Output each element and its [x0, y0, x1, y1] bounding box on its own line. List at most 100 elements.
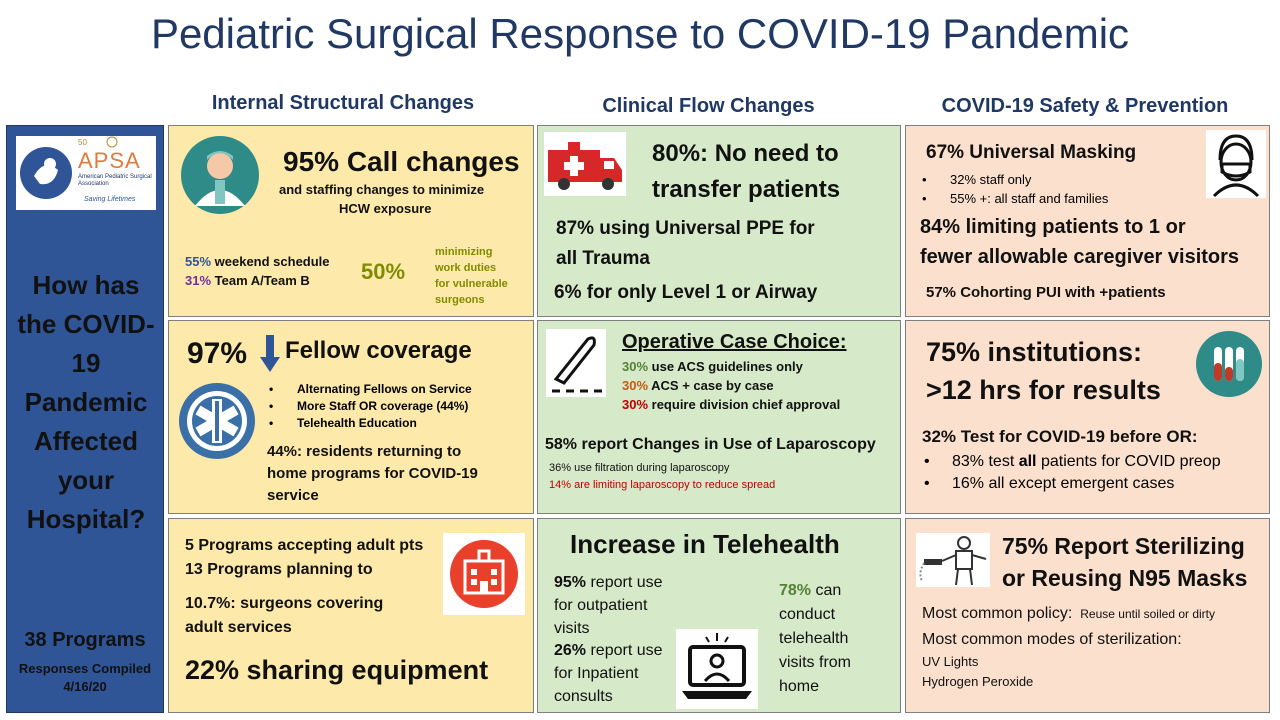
testing-bullet-1: 83% test all patients for COVID preop: [924, 451, 1221, 473]
sterilization-modes: Most common modes of sterilization:: [922, 631, 1182, 648]
testing-bullet-1-post: patients for COVID preop: [1036, 453, 1221, 470]
policy-label: Most common policy:: [922, 605, 1073, 622]
duty-line2: work duties: [435, 262, 497, 274]
test-before-or: 32% Test for COVID-19 before OR:: [922, 427, 1198, 446]
home-line5: home: [779, 678, 820, 695]
duty-text: minimizing work duties for vulnerable su…: [435, 244, 508, 308]
sidebar: 50 APSA American Pediatric Surgical Asso…: [6, 125, 164, 713]
adult-line2: 13 Programs planning to: [185, 561, 373, 578]
fellow-bullet-3: Telehealth Education: [269, 415, 472, 432]
mode-uv-lights: UV Lights: [922, 654, 979, 669]
home-pct: 78%: [779, 582, 812, 599]
team-ab: 31% Team A/Team B: [185, 273, 310, 288]
policy-value: Reuse until soiled or dirty: [1080, 607, 1215, 621]
fellow-bullet-2: More Staff OR coverage (44%): [269, 398, 472, 415]
telehealth-outpatient: 95% report use for outpatient visits: [554, 571, 663, 640]
page-title: Pediatric Surgical Response to COVID-19 …: [150, 10, 1130, 57]
masked-person-icon: [1206, 130, 1266, 198]
testing-bullet-1-bold: all: [1018, 453, 1037, 470]
outpatient-line2: for outpatient: [554, 597, 648, 614]
column-header-clinical: Clinical Flow Changes: [602, 95, 815, 117]
apsa-logo-years: 50: [78, 138, 87, 147]
sidebar-question: How has the COVID-19 Pandemic Affected y…: [17, 270, 155, 534]
transfer-head1: 80%: No need to: [652, 140, 839, 167]
fellow-headline: Fellow coverage: [285, 337, 472, 364]
column-header-internal: Internal Structural Changes: [211, 92, 475, 114]
inpatient-line2: for Inpatient: [554, 665, 639, 682]
ambulance-icon: [544, 132, 626, 196]
medical-caduceus-icon: [179, 383, 255, 459]
laparoscopy-limiting: 14% are limiting laparoscopy to reduce s…: [549, 479, 776, 491]
case-choice-3: 30% require division chief approval: [622, 397, 840, 412]
testing-bullets: 83% test all patients for COVID preop 16…: [924, 451, 1221, 495]
case-choice-2: 30% ACS + case by case: [622, 378, 774, 393]
sidebar-date: 4/16/20: [63, 679, 107, 694]
column-header-safety: COVID-19 Safety & Prevention: [941, 95, 1229, 117]
teamab-text: Team A/Team B: [211, 273, 310, 288]
ppe-line2: all Trauma: [556, 248, 650, 269]
teamab-pct: 31%: [185, 273, 212, 288]
inpatient-pct: 26%: [554, 642, 587, 659]
apsa-logo: 50 APSA American Pediatric Surgical Asso…: [16, 136, 156, 210]
call-changes-headline: 95% Call changes: [283, 146, 520, 177]
laptop-telehealth-icon: [676, 629, 758, 709]
call-changes-sub2: HCW exposure: [339, 201, 432, 216]
panel-transfer-ppe: 80%: No need to transfer patients 87% us…: [537, 125, 901, 317]
residents-line1: 44%: residents returning to: [267, 443, 462, 460]
panel-masking: 67% Universal Masking 32% staff only 55%…: [905, 125, 1270, 317]
outpatient-line1: report use: [586, 574, 663, 591]
laparoscopy-filtration: 36% use filtration during laparoscopy: [549, 462, 730, 474]
case-choice-2-text: ACS + case by case: [648, 378, 774, 393]
visitors-line2: fewer allowable caregiver visitors: [920, 246, 1240, 268]
outpatient-line3: visits: [554, 620, 590, 637]
case-choice-1: 30% use ACS guidelines only: [622, 359, 803, 374]
case-choice-1-pct: 30%: [622, 359, 649, 374]
operative-headline: Operative Case Choice:: [622, 331, 847, 353]
scalpel-icon: [546, 329, 606, 397]
sidebar-responses: Responses Compiled: [18, 661, 152, 676]
weekend-text: weekend schedule: [211, 254, 330, 269]
panel-telehealth: Increase in Telehealth 95% report use fo…: [537, 518, 901, 713]
duty-line4: surgeons: [435, 294, 485, 306]
duty-pct: 50%: [361, 259, 406, 284]
sterilizing-worker-icon: [916, 533, 990, 587]
case-choice-1-text: use ACS guidelines only: [648, 359, 803, 374]
apsa-logo-graphic: [20, 136, 118, 199]
telehealth-inpatient: 26% report use for Inpatient consults: [554, 639, 663, 708]
doctor-icon: [181, 136, 259, 214]
residents-text: 44%: residents returning to home program…: [267, 441, 478, 507]
inpatient-line1: report use: [586, 642, 663, 659]
testing-head2: >12 hrs for results: [926, 375, 1161, 405]
panel-fellow-coverage: 97% Fellow coverage Alternating Fellows …: [168, 320, 534, 514]
residents-line3: service: [267, 487, 319, 504]
testing-bullet-2: 16% all except emergent cases: [924, 473, 1221, 495]
testing-head1: 75% institutions:: [926, 337, 1143, 367]
adult-line3: 10.7%: surgeons covering: [185, 595, 384, 612]
test-tubes-icon: [1196, 331, 1262, 397]
ppe-line1: 87% using Universal PPE for: [556, 218, 815, 239]
duty-line3: for vulnerable: [435, 278, 508, 290]
call-changes-sub1: and staffing changes to minimize: [279, 182, 485, 197]
apsa-logo-org: American Pediatric Surgical Association: [78, 174, 152, 187]
cohorting: 57% Cohorting PUI with +patients: [926, 284, 1166, 301]
adult-line4: adult services: [185, 619, 292, 636]
fellow-bullets: Alternating Fellows on Service More Staf…: [269, 381, 472, 432]
fellow-bullet-1: Alternating Fellows on Service: [269, 381, 472, 398]
laparoscopy-changes: 58% report Changes in Use of Laparoscopy: [545, 436, 876, 453]
n95-head2: or Reusing N95 Masks: [1002, 565, 1248, 591]
level1-airway: 6% for only Level 1 or Airway: [554, 282, 818, 303]
home-line3: telehealth: [779, 630, 849, 647]
panel-call-changes: 95% Call changes and staffing changes to…: [168, 125, 534, 317]
n95-head1: 75% Report Sterilizing: [1002, 533, 1245, 559]
duty-line1: minimizing: [435, 246, 493, 258]
outpatient-pct: 95%: [554, 574, 587, 591]
sidebar-programs: 38 Programs: [24, 629, 146, 651]
visitors-line1: 84% limiting patients to 1 or: [920, 216, 1186, 238]
masking-headline: 67% Universal Masking: [926, 142, 1137, 163]
panel-n95: 75% Report Sterilizing or Reusing N95 Ma…: [905, 518, 1270, 713]
case-choice-3-pct: 30%: [622, 397, 649, 412]
mode-hydrogen-peroxide: Hydrogen Peroxide: [922, 674, 1034, 689]
home-line1: can: [811, 582, 842, 599]
masking-bullets: 32% staff only 55% +: all staff and fami…: [922, 170, 1108, 208]
testing-bullet-1-pre: 83% test: [952, 453, 1019, 470]
